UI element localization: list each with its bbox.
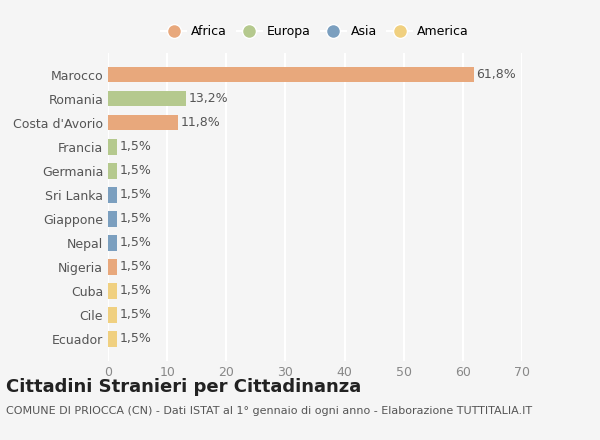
Bar — [108, 259, 117, 275]
Text: 1,5%: 1,5% — [120, 236, 152, 249]
Text: 1,5%: 1,5% — [120, 333, 152, 345]
Bar — [108, 139, 117, 154]
Text: 1,5%: 1,5% — [120, 284, 152, 297]
Bar — [108, 283, 117, 299]
Text: 13,2%: 13,2% — [189, 92, 229, 105]
Bar — [108, 331, 117, 347]
Text: 11,8%: 11,8% — [181, 116, 220, 129]
Text: 1,5%: 1,5% — [120, 308, 152, 322]
Text: 1,5%: 1,5% — [120, 164, 152, 177]
Text: 1,5%: 1,5% — [120, 260, 152, 273]
Bar — [108, 235, 117, 251]
Bar — [108, 211, 117, 227]
Bar — [108, 115, 178, 131]
Text: COMUNE DI PRIOCCA (CN) - Dati ISTAT al 1° gennaio di ogni anno - Elaborazione TU: COMUNE DI PRIOCCA (CN) - Dati ISTAT al 1… — [6, 406, 532, 416]
Text: 1,5%: 1,5% — [120, 213, 152, 225]
Bar — [108, 67, 473, 82]
Text: 1,5%: 1,5% — [120, 140, 152, 153]
Bar — [108, 91, 186, 106]
Bar — [108, 163, 117, 179]
Bar — [108, 187, 117, 202]
Text: 1,5%: 1,5% — [120, 188, 152, 201]
Legend: Africa, Europa, Asia, America: Africa, Europa, Asia, America — [155, 19, 475, 44]
Text: Cittadini Stranieri per Cittadinanza: Cittadini Stranieri per Cittadinanza — [6, 378, 361, 396]
Bar — [108, 307, 117, 323]
Text: 61,8%: 61,8% — [476, 68, 516, 81]
